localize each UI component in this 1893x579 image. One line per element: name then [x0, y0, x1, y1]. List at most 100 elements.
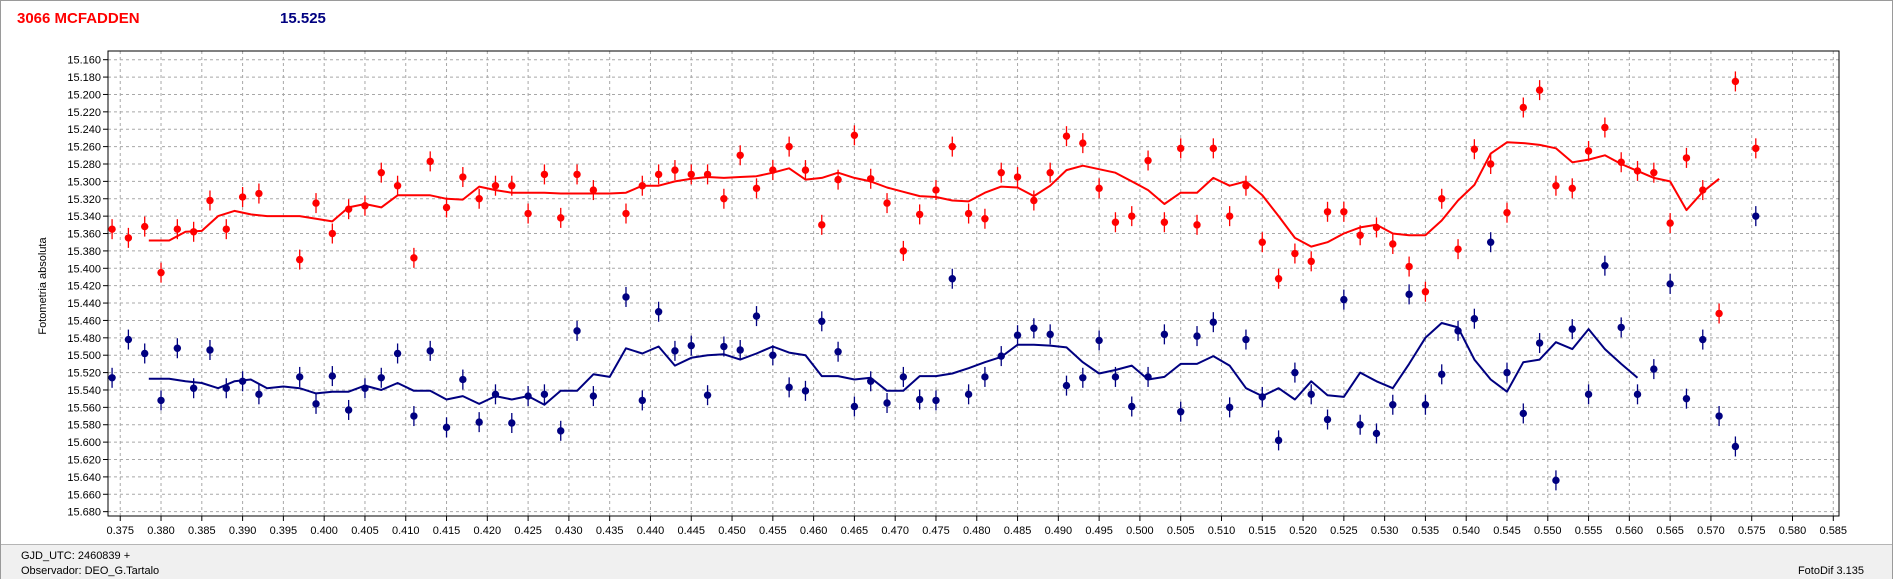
- data-point: [687, 341, 695, 350]
- data-point: [377, 374, 385, 382]
- gjd-label: GJD_UTC: 2460839 +: [21, 550, 131, 562]
- x-tick-label: 0.420: [474, 525, 502, 537]
- data-point: [344, 205, 353, 213]
- x-tick-label: 0.500: [1126, 525, 1154, 537]
- data-point: [1062, 132, 1071, 140]
- y-tick-label: 15.460: [67, 315, 101, 327]
- y-tick-label: 15.500: [67, 350, 101, 362]
- data-point: [459, 375, 467, 384]
- data-point: [867, 175, 875, 183]
- data-point: [1274, 275, 1283, 283]
- data-point: [1225, 403, 1234, 412]
- x-tick-label: 0.435: [596, 525, 624, 537]
- data-point: [475, 195, 483, 203]
- data-point: [1323, 208, 1332, 216]
- object-title: 3066 MCFADDEN: [17, 10, 140, 27]
- y-tick-label: 15.620: [67, 455, 101, 467]
- data-point: [1454, 327, 1462, 335]
- data-point: [312, 199, 320, 207]
- data-point: [442, 203, 451, 212]
- data-point: [1617, 323, 1625, 332]
- data-point: [1699, 335, 1707, 344]
- moving-average-line: [148, 322, 1639, 406]
- data-point: [850, 402, 859, 411]
- plot-area: [108, 51, 1839, 516]
- data-point: [1584, 390, 1593, 399]
- y-tick-label: 15.580: [67, 420, 101, 432]
- x-tick-label: 0.535: [1412, 525, 1440, 537]
- data-point: [377, 168, 385, 177]
- data-point: [671, 347, 679, 355]
- y-tick-label: 15.680: [67, 507, 101, 519]
- data-point: [1160, 218, 1169, 226]
- data-point: [141, 349, 149, 358]
- data-point: [1535, 86, 1544, 94]
- data-point: [1438, 370, 1446, 379]
- x-tick-label: 0.515: [1249, 525, 1277, 537]
- data-point: [736, 346, 744, 354]
- data-point: [622, 293, 630, 301]
- data-point: [1242, 335, 1250, 344]
- data-point: [1291, 368, 1299, 377]
- x-tick-label: 0.480: [963, 525, 991, 537]
- observer-label: Observador: DEO_G.Tartalo: [21, 565, 160, 577]
- data-point: [1323, 415, 1332, 424]
- data-point: [442, 423, 451, 432]
- data-point: [1584, 147, 1593, 155]
- x-tick-label: 0.555: [1575, 525, 1603, 537]
- data-point: [801, 166, 810, 174]
- data-point: [899, 247, 908, 255]
- y-tick-label: 15.220: [67, 107, 101, 119]
- data-point: [1438, 195, 1446, 203]
- data-point: [703, 391, 712, 399]
- data-point: [1030, 324, 1038, 332]
- x-tick-label: 0.380: [147, 525, 175, 537]
- y-tick-label: 15.540: [67, 385, 101, 397]
- data-point: [1752, 212, 1760, 220]
- x-tick-label: 0.390: [229, 525, 257, 537]
- x-tick-label: 0.465: [841, 525, 869, 537]
- x-tick-label: 0.460: [800, 525, 828, 537]
- data-point: [312, 400, 320, 408]
- y-tick-label: 15.440: [67, 298, 101, 310]
- data-point: [1111, 218, 1120, 226]
- data-point: [1486, 160, 1495, 168]
- x-tick-label: 0.490: [1045, 525, 1073, 537]
- data-point: [206, 346, 214, 354]
- data-point: [1535, 339, 1544, 347]
- data-point: [157, 268, 165, 277]
- data-point: [654, 170, 663, 179]
- y-tick-label: 15.360: [67, 229, 101, 241]
- data-point: [491, 182, 500, 190]
- data-point: [1079, 139, 1087, 147]
- x-tick-label: 0.510: [1208, 525, 1236, 537]
- data-point: [818, 221, 826, 229]
- x-tick-label: 0.475: [922, 525, 950, 537]
- data-point: [948, 275, 956, 283]
- data-point: [508, 182, 516, 190]
- data-point: [108, 374, 116, 382]
- x-tick-label: 0.505: [1167, 525, 1195, 537]
- data-point: [867, 377, 875, 385]
- data-point: [883, 199, 891, 207]
- data-point: [426, 157, 434, 166]
- data-point: [1650, 168, 1658, 177]
- data-point: [1258, 393, 1266, 401]
- plot-border: [107, 50, 1840, 517]
- y-tick-label: 15.380: [67, 246, 101, 258]
- x-tick-label: 0.550: [1534, 525, 1562, 537]
- data-point: [344, 406, 353, 414]
- data-point: [932, 396, 940, 405]
- data-point: [157, 396, 165, 405]
- data-point: [1601, 123, 1609, 132]
- x-tick-label: 0.375: [106, 525, 134, 537]
- x-tick-label: 0.405: [351, 525, 379, 537]
- data-point: [948, 142, 956, 151]
- y-tick-label: 15.560: [67, 402, 101, 414]
- data-point: [654, 308, 663, 316]
- data-point: [1699, 186, 1707, 194]
- data-point: [915, 210, 924, 219]
- x-tick-label: 0.565: [1656, 525, 1684, 537]
- data-point: [124, 335, 133, 344]
- x-tick-label: 0.540: [1452, 525, 1480, 537]
